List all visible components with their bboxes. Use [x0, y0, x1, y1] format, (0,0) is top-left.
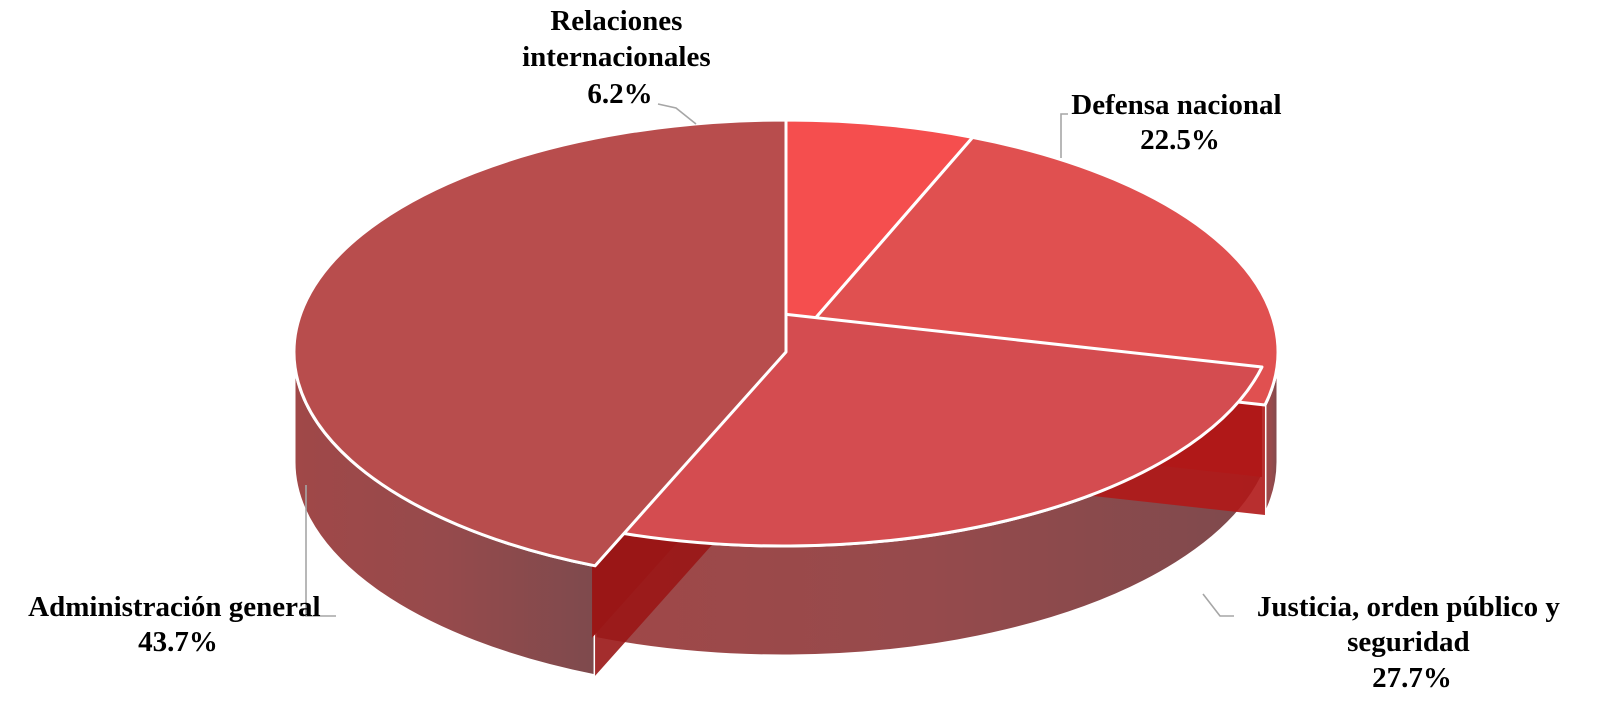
label-justicia: Justicia, orden público y seguridad 27.7… [1257, 591, 1567, 694]
pie-slice-0 [784, 118, 975, 354]
leader-line-defensa [1060, 113, 1068, 158]
leader-line-administracion [305, 485, 336, 617]
leader-line-relaciones [657, 103, 697, 125]
label-defensa: Defensa nacional 22.5% [1071, 89, 1289, 156]
pie-slice-3 [292, 118, 788, 568]
label-administracion: Administración general 43.7% [28, 591, 328, 658]
leader-lines [305, 103, 1234, 617]
slice-labels: Relaciones internacionales 6.2% Defensa … [28, 5, 1567, 694]
pie-tops [292, 118, 1280, 568]
label-relaciones: Relaciones internacionales 6.2% [522, 5, 718, 110]
leader-line-justicia [1202, 593, 1234, 617]
